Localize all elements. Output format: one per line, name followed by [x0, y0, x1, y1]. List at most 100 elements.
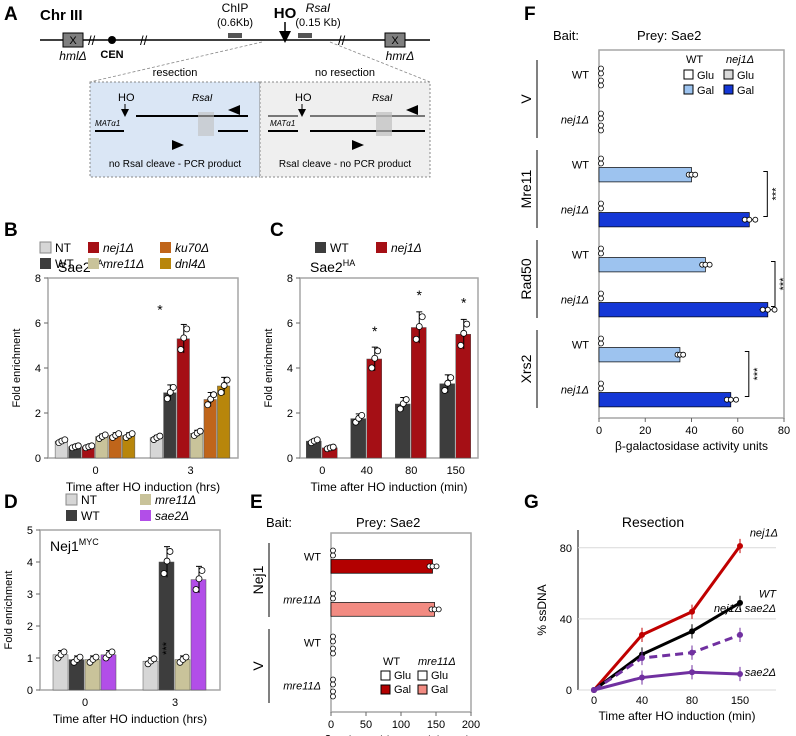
y-axis-label: Fold enrichment	[3, 571, 15, 650]
bar	[217, 385, 231, 459]
data-point	[598, 385, 604, 392]
legend-e-gal-wt	[380, 684, 391, 695]
resection-primer-bottom	[172, 140, 184, 150]
x-tick-label: 40	[685, 425, 697, 437]
bar	[598, 212, 750, 228]
resection-primer-top	[228, 105, 240, 115]
data-point	[598, 127, 604, 134]
data-point	[329, 443, 337, 451]
legend-swatch-nej1	[88, 242, 99, 253]
y-tick-label: 40	[560, 614, 572, 626]
data-point	[733, 396, 739, 403]
legend-nej1: nej1Δ	[391, 241, 422, 255]
data-point	[330, 633, 336, 640]
panel-f-legend: WT nej1Δ Glu Glu Gal Gal	[683, 54, 754, 97]
x-tick-label: 0	[82, 697, 88, 709]
hmr-x: X	[391, 35, 399, 47]
panel-c-chart-title: Sae2HA	[310, 258, 355, 275]
zoom-line-left	[89, 41, 263, 83]
data-point	[418, 313, 426, 321]
significance-stars: ***	[752, 367, 764, 381]
data-point	[457, 341, 465, 349]
x-axis-label: Time after HO induction (min)	[311, 480, 468, 494]
data-point	[371, 354, 379, 362]
panel-d-legend: NT WT mre11Δ sae2Δ	[65, 493, 196, 523]
data-point	[598, 200, 604, 207]
legend-swatch-wt	[40, 258, 51, 269]
x-tick-label: 200	[462, 719, 480, 731]
no-resection-rsai-site	[376, 112, 392, 136]
y-tick-label: 6	[35, 318, 41, 330]
resection-caption: no RsaI cleave - PCR product	[109, 159, 242, 170]
x-tick-label: 3	[187, 465, 193, 477]
legend-nt: NT	[55, 241, 72, 255]
no-resection-box	[259, 81, 431, 178]
panel-c-label: C	[270, 220, 284, 241]
data-point	[680, 351, 687, 358]
legend-f-gal-label: Gal	[697, 85, 714, 97]
data-point	[374, 347, 382, 355]
row-label: nej1Δ	[561, 205, 589, 217]
data-point	[177, 346, 185, 353]
chip-label: ChIP	[222, 1, 249, 15]
data-point	[598, 335, 604, 342]
row-label: nej1Δ	[561, 115, 589, 127]
legend-f-glu-label: Glu	[697, 70, 714, 82]
y-tick-label: 1	[27, 653, 33, 665]
data-point	[180, 334, 188, 342]
data-point	[76, 653, 84, 661]
data-point	[330, 638, 336, 645]
series-line	[593, 633, 741, 692]
legend-f-glu-wt	[683, 69, 694, 80]
legend-dnl4: dnl4Δ	[175, 257, 206, 271]
chr-label: Chr III	[40, 7, 83, 24]
legend-e-glu-mut	[417, 670, 428, 681]
data-point	[169, 383, 177, 391]
row-label: nej1Δ	[561, 295, 589, 307]
x-tick-label: 150	[427, 719, 445, 731]
bait-label: Xrs2	[518, 354, 534, 383]
hml-label: hmlΔ	[59, 49, 86, 63]
data-point	[771, 306, 778, 313]
x-axis-label: β-galactosidase activity units	[325, 733, 478, 736]
data-point	[163, 557, 171, 565]
data-point	[196, 427, 204, 435]
bar	[395, 403, 411, 459]
slash-1: //	[88, 33, 96, 48]
data-point	[692, 171, 699, 178]
data-point	[74, 442, 82, 450]
panel-g-label: G	[524, 492, 539, 513]
y-tick-label: 5	[27, 525, 33, 537]
x-tick-label: 100	[392, 719, 410, 731]
data-point	[115, 430, 123, 438]
data-point	[402, 396, 410, 403]
x-tick-label: 80	[686, 695, 698, 707]
data-point	[598, 82, 604, 89]
legend-f-mut: nej1Δ	[726, 54, 754, 66]
bar	[163, 392, 177, 459]
panel-f-label: F	[524, 4, 536, 25]
bar	[411, 327, 427, 459]
x-tick-label: 80	[778, 425, 790, 437]
y-tick-label: 0	[566, 685, 572, 697]
data-point	[463, 320, 471, 328]
hmr-label: hmrΔ	[386, 49, 415, 63]
significance-stars: ***	[778, 277, 790, 291]
legend-ku70: ku70Δ	[175, 241, 209, 255]
bar	[330, 559, 433, 574]
panel-b-legend: NT WT nej1Δ mre11Δ ku70Δ dnl4Δ	[39, 241, 209, 271]
y-tick-label: 0	[287, 453, 293, 465]
x-axis-label: Time after HO induction (hrs)	[53, 712, 207, 726]
data-point	[598, 122, 604, 129]
data-point	[182, 653, 190, 661]
row-label: WT	[304, 552, 321, 564]
centromere-dot	[108, 36, 116, 44]
bar	[598, 392, 732, 408]
no-resection-primer-bottom	[352, 140, 364, 150]
x-axis-label: Time after HO induction (hrs)	[66, 480, 220, 494]
resection-rsai: RsaI	[192, 93, 213, 104]
resection-box	[89, 81, 261, 178]
significance-bracket	[763, 171, 768, 217]
x-axis-label: Time after HO induction (min)	[599, 709, 756, 723]
cen-label: CEN	[100, 49, 123, 61]
